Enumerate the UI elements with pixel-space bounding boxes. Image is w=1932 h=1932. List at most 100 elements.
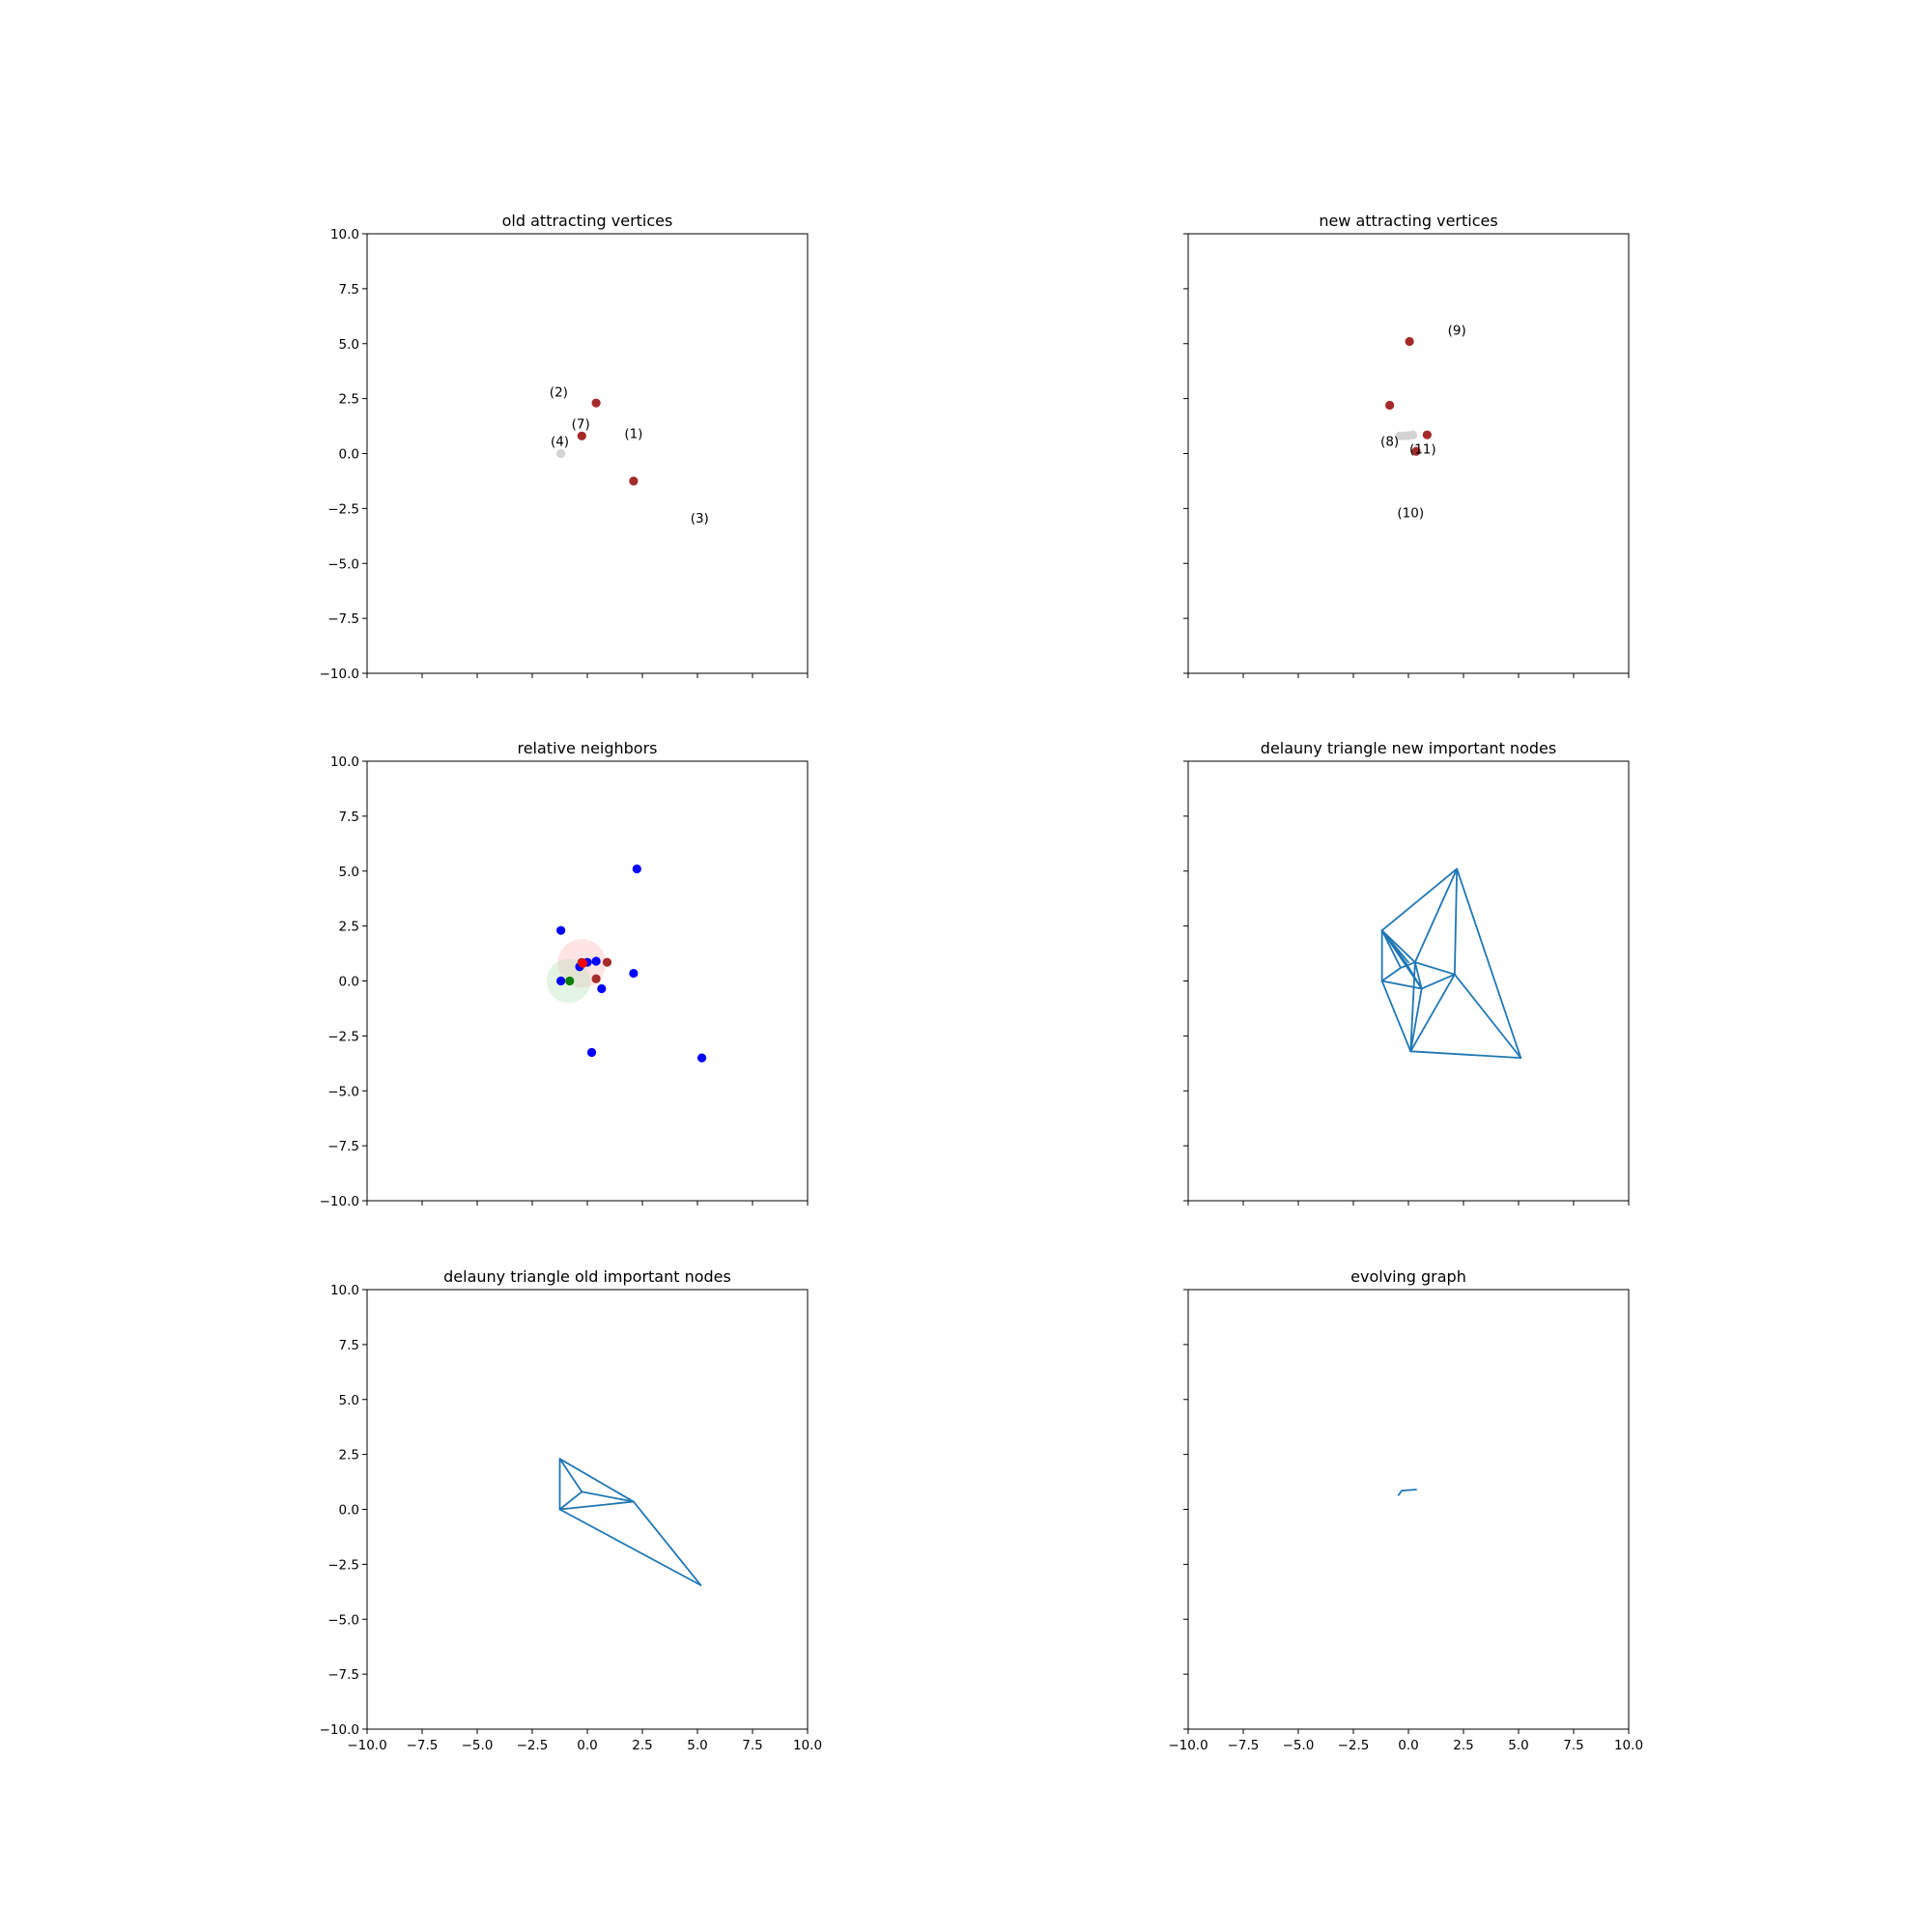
chart-title: relative neighbors [517, 739, 657, 757]
y-tick-label: 0.0 [339, 975, 359, 990]
axes-frame [1187, 1289, 1630, 1730]
data-point [586, 1047, 597, 1058]
graph-edge [1420, 973, 1456, 990]
graph-edge [1380, 980, 1412, 1053]
x-tick-label: −7.5 [407, 1738, 439, 1753]
data-point [556, 976, 566, 986]
y-tick-label: −5.0 [327, 1612, 359, 1628]
y-tick-label: 2.5 [339, 1448, 359, 1463]
chart-title: delauny triangle old important nodes [443, 1267, 731, 1286]
graph-edge [1409, 973, 1456, 1053]
point-annotation: (11) [1409, 442, 1436, 458]
graph-edge [1409, 987, 1423, 1053]
point-annotation: (9) [1448, 324, 1466, 339]
x-tick-label: −5.0 [462, 1738, 494, 1753]
x-tick-label: 5.0 [1508, 1738, 1528, 1753]
graph-edge [1380, 867, 1459, 932]
chart-panel-1: old attracting vertices (2)(7) (1) (4) (3) 10… [320, 212, 809, 682]
graph-edge [1380, 929, 1402, 969]
y-tick-label: −2.5 [327, 501, 359, 517]
x-tick-label: 5.0 [687, 1738, 707, 1753]
graph-edge [1413, 867, 1459, 964]
y-tick-label: 10.0 [330, 754, 359, 770]
y-tick-label: −10.0 [320, 1722, 359, 1738]
graph-edge [1401, 1489, 1417, 1492]
y-tick-label: 2.5 [339, 920, 359, 935]
chart-title: old attracting vertices [502, 212, 673, 230]
graph-edge [558, 1500, 635, 1511]
data-point [629, 476, 639, 486]
graph-edge [1409, 1050, 1522, 1060]
y-tick-label: 0.0 [339, 447, 359, 463]
data-point [602, 957, 612, 967]
graph-edge [1413, 961, 1456, 976]
y-tick-label: −5.0 [327, 556, 359, 572]
data-point [578, 958, 588, 968]
y-tick-label: 7.5 [339, 282, 359, 298]
x-tick-label: 0.0 [1398, 1738, 1418, 1753]
chart-title: evolving graph [1350, 1267, 1466, 1286]
y-tick-label: 7.5 [339, 1338, 359, 1353]
axes-frame [366, 1289, 809, 1730]
y-tick-label: −7.5 [327, 611, 359, 627]
x-tick-label: 10.0 [793, 1738, 822, 1753]
y-tick-label: 5.0 [339, 1393, 359, 1408]
y-tick-label: −7.5 [327, 1667, 359, 1683]
data-point [1422, 430, 1432, 440]
data-point [1407, 430, 1418, 440]
y-tick-label: 7.5 [339, 810, 359, 825]
y-tick-label: −10.0 [320, 667, 359, 682]
graph-edge [1380, 980, 1423, 990]
point-annotation: (8) [1380, 435, 1399, 450]
x-tick-label: 2.5 [1453, 1738, 1473, 1753]
y-tick-label: 5.0 [339, 865, 359, 880]
data-point [591, 974, 601, 983]
data-point [591, 956, 601, 966]
x-tick-label: −10.0 [1168, 1738, 1208, 1753]
chart-title: delauny triangle new important nodes [1261, 739, 1556, 757]
axes-frame [1187, 760, 1630, 1202]
x-tick-label: −2.5 [1338, 1738, 1370, 1753]
y-tick-label: −2.5 [327, 1029, 359, 1044]
plot-area [556, 398, 639, 486]
x-tick-label: 10.0 [1614, 1738, 1643, 1753]
point-annotation: (4) [551, 435, 569, 450]
y-tick-label: −5.0 [327, 1084, 359, 1099]
x-tick-label: 0.0 [577, 1738, 597, 1753]
chart-panel-3: relative neighbors 10.0 7.5 5.0 2.5 0.0 −2.5 −5… [320, 739, 809, 1209]
graph-edge [1453, 867, 1459, 976]
graph-edge [558, 1458, 635, 1503]
data-point [556, 448, 566, 459]
graph-edge [581, 1491, 635, 1503]
x-tick-label: 2.5 [632, 1738, 652, 1753]
data-point [696, 1053, 707, 1063]
data-point [577, 431, 586, 440]
graph-edge [1380, 929, 1407, 965]
chart-panel-2: new attracting vertices (9) (8) (11) (10) [1183, 212, 1630, 678]
x-tick-label: 7.5 [1563, 1738, 1583, 1753]
chart-panel-6: evolving graph −10.0 −7.5 −5.0 −2.5 0.0 2.5 5.0… [1168, 1267, 1643, 1753]
y-tick-label: 10.0 [330, 1283, 359, 1298]
graph-edge [558, 1458, 583, 1493]
point-annotation: (3) [691, 511, 709, 526]
graph-edge [1456, 867, 1522, 1060]
data-point [565, 976, 575, 986]
y-tick-label: 5.0 [339, 337, 359, 353]
y-tick-label: −7.5 [327, 1139, 359, 1154]
graph-edge [558, 1491, 583, 1511]
data-point [1411, 446, 1421, 456]
x-tick-label: 7.5 [742, 1738, 762, 1753]
axes-frame [366, 233, 809, 674]
y-tick-label: −10.0 [320, 1194, 359, 1209]
data-point [556, 925, 566, 935]
chart-panel-5: delauny triangle old important nodes 10.0… [320, 1267, 822, 1753]
x-tick-label: −5.0 [1283, 1738, 1315, 1753]
point-annotation: (2) [550, 384, 568, 400]
x-tick-label: −2.5 [517, 1738, 549, 1753]
plot-area [558, 1458, 702, 1586]
y-tick-label: 10.0 [330, 227, 359, 242]
point-annotation: (10) [1397, 505, 1424, 521]
data-point [1385, 400, 1395, 411]
chart-panel-4: delauny triangle new important nodes [1183, 739, 1630, 1206]
